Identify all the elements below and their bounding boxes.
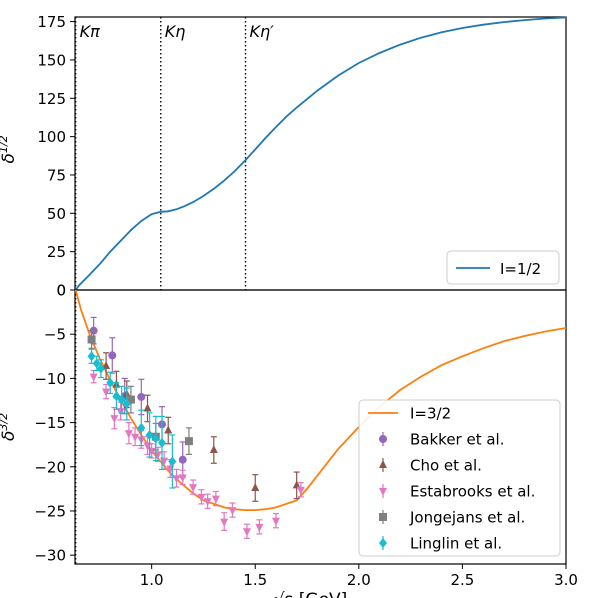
bottom-panel: 0 −5 −10 −15 −20 −25 −30 1.0 1.5 2.0 2.5 3.0 δ3/2 √s …	[0, 282, 578, 598]
data-point	[255, 523, 264, 532]
data-point	[112, 391, 121, 402]
data-series-jongejans	[87, 330, 193, 455]
bottom-yaxis-label: δ3/2	[0, 413, 19, 441]
data-point	[137, 422, 146, 433]
series-line-i12	[74, 16, 567, 291]
top-ytick-label: 0	[56, 282, 66, 300]
data-point	[184, 437, 193, 446]
data-point	[117, 394, 126, 405]
bottom-ytick-label: 0	[56, 282, 66, 300]
top-ytick-label: 150	[37, 51, 66, 69]
data-point	[87, 335, 96, 344]
bottom-ytick-label: −5	[44, 326, 66, 344]
data-point	[242, 528, 251, 537]
top-ytick-label: 50	[47, 205, 66, 223]
legend-label: Jongejans et al.	[409, 509, 525, 527]
legend-swatch-marker	[379, 435, 387, 443]
bottom-legend: I=3/2 Bakker et al. Cho et al. Estabrooks e…	[358, 399, 561, 557]
xtick-label: 1.5	[243, 571, 267, 589]
data-point	[172, 475, 181, 484]
xtick-label: 1.0	[140, 571, 164, 589]
xtick-label: 2.0	[347, 571, 371, 589]
xaxis-label: √s [GeV]	[274, 590, 348, 598]
data-point	[124, 430, 133, 439]
data-point	[137, 392, 146, 401]
data-point	[102, 361, 111, 370]
data-point	[116, 408, 125, 417]
data-point	[178, 455, 187, 464]
data-point	[145, 429, 154, 440]
data-point	[158, 437, 167, 448]
data-point	[209, 444, 218, 453]
data-point	[131, 433, 140, 442]
data-point	[87, 351, 96, 362]
legend-swatch-marker	[379, 488, 387, 496]
data-point	[108, 351, 117, 360]
data-point	[106, 377, 115, 388]
data-point	[203, 498, 212, 507]
data-point	[96, 363, 105, 374]
legend-label: I=3/2	[410, 405, 451, 423]
data-series-linglin	[87, 348, 177, 489]
series-line-i32	[74, 289, 567, 512]
legend-label: Linglin et al.	[410, 535, 502, 553]
data-point	[126, 395, 135, 404]
legend-label: Estabrooks et al.	[410, 483, 535, 501]
data-point	[143, 403, 152, 412]
top-ytick-label: 75	[47, 166, 66, 184]
data-point	[122, 399, 131, 410]
legend-box	[358, 399, 561, 557]
bottom-ytick-label: −30	[34, 547, 66, 565]
top-panel: 0 25 50 75 100 125 150 175 δ1/2 Kπ Kη Kη′ I=1/2	[0, 13, 567, 300]
data-point	[271, 517, 280, 526]
data-point	[292, 480, 301, 489]
data-point	[211, 495, 220, 504]
xtick-label: 2.5	[450, 571, 474, 589]
xtick-label: 3.0	[554, 571, 578, 589]
bottom-ytick-label: −25	[34, 502, 66, 520]
top-yaxis-label-superscript: 1/2	[0, 135, 10, 153]
data-point	[178, 474, 187, 483]
data-point	[168, 456, 177, 467]
bottom-ytick-label: −20	[34, 458, 66, 476]
bottom-ytick-label: −10	[34, 370, 66, 388]
data-series-cho	[102, 352, 301, 502]
bottom-ytick-label: −15	[34, 414, 66, 432]
top-ytick-label: 175	[37, 13, 66, 31]
legend-box	[446, 250, 560, 285]
top-ytick-label: 25	[47, 243, 66, 261]
bottom-yaxis-label-symbol: δ	[0, 431, 19, 441]
data-point	[197, 493, 206, 502]
data-point	[89, 373, 98, 382]
legend-label: Cho et al.	[410, 457, 482, 475]
data-point	[102, 388, 111, 397]
data-point	[164, 425, 173, 434]
top-yaxis-label-symbol: δ	[0, 153, 19, 163]
legend-swatch-marker	[379, 460, 387, 468]
legend-swatch-marker	[379, 513, 387, 521]
legend-label: Bakker et al.	[410, 431, 505, 449]
data-point	[296, 486, 305, 495]
data-point	[251, 482, 260, 491]
data-point	[189, 484, 198, 493]
top-ytick-label: 125	[37, 90, 66, 108]
legend-swatch-marker	[379, 538, 387, 548]
data-point	[151, 433, 160, 444]
data-series-estabrooks	[89, 369, 305, 539]
data-point	[92, 358, 101, 369]
top-legend: I=1/2	[446, 250, 560, 285]
data-point	[228, 507, 237, 516]
threshold-label: Kη′	[250, 22, 275, 41]
top-yaxis-label: δ1/2	[0, 135, 19, 163]
legend-label: I=1/2	[500, 260, 541, 278]
bottom-yaxis-label-superscript: 3/2	[0, 413, 10, 431]
threshold-label: Kη	[165, 22, 186, 41]
threshold-label: Kπ	[80, 22, 100, 41]
data-point	[110, 415, 119, 424]
top-plot-frame	[74, 16, 567, 291]
top-ytick-label: 100	[37, 128, 66, 146]
data-point	[220, 518, 229, 527]
